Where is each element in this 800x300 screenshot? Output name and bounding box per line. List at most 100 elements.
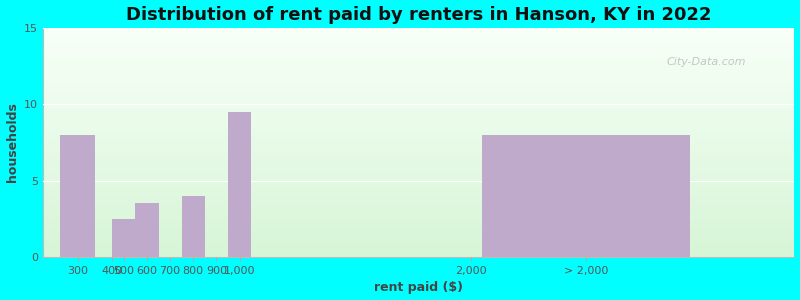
Bar bbox=[43, 196, 794, 197]
Bar bbox=[43, 109, 794, 110]
Bar bbox=[43, 211, 794, 212]
Bar bbox=[43, 86, 794, 87]
Bar bbox=[43, 70, 794, 71]
Bar bbox=[43, 38, 794, 39]
Bar bbox=[43, 223, 794, 224]
Bar bbox=[43, 195, 794, 196]
Bar bbox=[43, 235, 794, 236]
Bar bbox=[43, 182, 794, 184]
Bar bbox=[43, 61, 794, 62]
Bar bbox=[43, 53, 794, 54]
Bar bbox=[43, 199, 794, 200]
Bar bbox=[112, 219, 135, 257]
Bar bbox=[43, 163, 794, 164]
Bar bbox=[43, 242, 794, 243]
Bar bbox=[43, 254, 794, 255]
Bar bbox=[43, 143, 794, 145]
Bar bbox=[43, 200, 794, 201]
Bar bbox=[43, 137, 794, 138]
Bar bbox=[43, 128, 794, 129]
Bar bbox=[43, 66, 794, 67]
Bar bbox=[43, 165, 794, 166]
Bar bbox=[43, 212, 794, 213]
Bar bbox=[43, 192, 794, 193]
Bar bbox=[43, 158, 794, 160]
Bar bbox=[43, 147, 794, 148]
Bar bbox=[43, 42, 794, 43]
Bar bbox=[43, 29, 794, 30]
Bar bbox=[43, 171, 794, 172]
Bar bbox=[43, 228, 794, 230]
Bar bbox=[43, 164, 794, 165]
Bar bbox=[43, 36, 794, 37]
Bar bbox=[43, 139, 794, 140]
Y-axis label: households: households bbox=[6, 102, 18, 182]
Bar bbox=[43, 129, 794, 130]
Bar bbox=[43, 161, 794, 162]
Bar bbox=[43, 39, 794, 41]
Bar bbox=[43, 126, 794, 128]
Bar bbox=[43, 237, 794, 238]
Bar bbox=[43, 52, 794, 53]
Bar bbox=[43, 209, 794, 210]
Bar bbox=[43, 145, 794, 146]
Bar bbox=[43, 131, 794, 132]
Bar bbox=[43, 77, 794, 78]
Bar bbox=[43, 37, 794, 38]
Bar bbox=[43, 156, 794, 157]
Bar bbox=[43, 178, 794, 179]
Bar bbox=[43, 85, 794, 86]
Bar bbox=[43, 50, 794, 51]
Bar bbox=[43, 62, 794, 63]
Bar bbox=[43, 136, 794, 137]
Bar bbox=[43, 251, 794, 252]
Bar bbox=[43, 160, 794, 161]
Bar bbox=[43, 97, 794, 98]
Bar bbox=[43, 28, 794, 29]
Bar bbox=[43, 250, 794, 251]
Bar bbox=[43, 205, 794, 206]
X-axis label: rent paid ($): rent paid ($) bbox=[374, 281, 463, 294]
Bar bbox=[43, 155, 794, 156]
Bar bbox=[43, 40, 794, 42]
Bar bbox=[43, 188, 794, 189]
Bar bbox=[43, 168, 794, 169]
Bar bbox=[43, 202, 794, 203]
Bar bbox=[182, 196, 205, 257]
Text: City-Data.com: City-Data.com bbox=[666, 57, 746, 67]
Bar bbox=[43, 149, 794, 150]
Bar bbox=[43, 150, 794, 152]
Bar bbox=[43, 134, 794, 136]
Bar bbox=[43, 107, 794, 108]
Bar bbox=[43, 115, 794, 116]
Bar bbox=[43, 208, 794, 209]
Bar bbox=[43, 76, 794, 77]
Bar bbox=[43, 252, 794, 253]
Bar bbox=[43, 103, 794, 105]
Bar bbox=[43, 73, 794, 74]
Bar bbox=[43, 187, 794, 188]
Bar bbox=[43, 176, 794, 177]
Bar bbox=[43, 64, 794, 66]
Bar bbox=[43, 116, 794, 117]
Bar bbox=[43, 74, 794, 75]
Bar bbox=[43, 119, 794, 121]
Bar bbox=[43, 241, 794, 242]
Bar bbox=[43, 152, 794, 153]
Bar bbox=[43, 141, 794, 142]
Bar bbox=[43, 190, 794, 192]
Bar bbox=[43, 83, 794, 84]
Bar bbox=[43, 170, 794, 171]
Bar bbox=[43, 84, 794, 85]
Bar bbox=[43, 58, 794, 59]
Bar bbox=[43, 227, 794, 228]
Bar bbox=[43, 112, 794, 114]
Bar bbox=[43, 94, 794, 95]
Bar bbox=[43, 244, 794, 245]
Bar bbox=[43, 88, 794, 90]
Bar bbox=[43, 81, 794, 82]
Bar bbox=[43, 133, 794, 134]
Bar bbox=[43, 43, 794, 44]
Bar bbox=[43, 71, 794, 73]
Bar bbox=[135, 203, 158, 257]
